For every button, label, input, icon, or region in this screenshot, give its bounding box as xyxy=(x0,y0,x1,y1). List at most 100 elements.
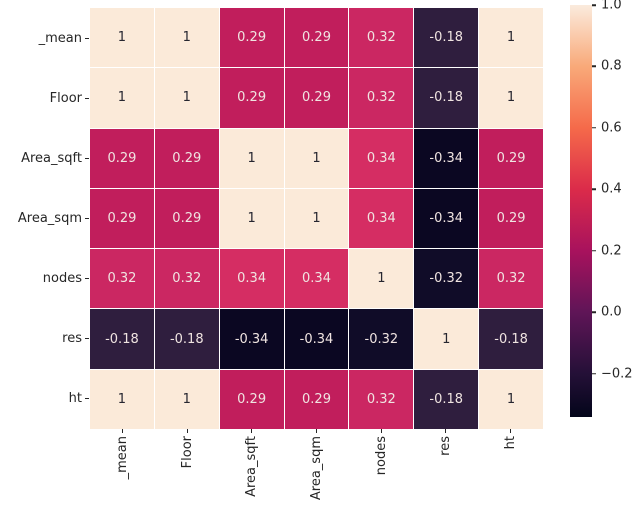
heatmap-cell: 0.29 xyxy=(284,8,349,68)
y-tick-mark xyxy=(85,97,89,99)
y-tick-label-text: nodes xyxy=(42,271,82,287)
heatmap-cell: 0.34 xyxy=(349,128,414,188)
heatmap-cell: 1 xyxy=(479,8,543,68)
heatmap-cell: 0.34 xyxy=(219,249,284,309)
colorbar-tick-mark xyxy=(592,311,596,314)
x-tick-mark xyxy=(445,429,447,433)
y-tick-label-text: Floor xyxy=(49,90,82,106)
y-tick-label: Area_sqft xyxy=(0,128,89,188)
heatmap-cell: 0.32 xyxy=(349,8,414,68)
heatmap-cell: 0.34 xyxy=(349,188,414,249)
heatmap-cell: 0.29 xyxy=(219,68,284,128)
y-tick-mark xyxy=(85,37,89,39)
x-tick-label: res xyxy=(438,436,454,456)
colorbar-gradient xyxy=(570,5,592,417)
heatmap-cell: 0.29 xyxy=(90,128,154,188)
heatmap-cell: 1 xyxy=(349,249,414,309)
x-tick: res xyxy=(414,429,479,517)
heatmap-cell: -0.18 xyxy=(479,309,543,369)
heatmap-cell: -0.18 xyxy=(154,309,219,369)
y-tick-label-text: Area_sqft xyxy=(21,150,82,166)
x-tick-mark xyxy=(510,429,512,433)
colorbar-tick-mark xyxy=(592,127,596,129)
x-tick-mark xyxy=(380,429,382,433)
heatmap-cell: -0.34 xyxy=(414,128,479,188)
heatmap-cell: 1 xyxy=(90,8,154,68)
heatmap-cell: 1 xyxy=(219,128,284,188)
y-tick-mark xyxy=(85,217,89,219)
colorbar-tick-label: 0.0 xyxy=(601,304,622,320)
x-tick: nodes xyxy=(349,429,414,517)
y-tick-mark xyxy=(85,157,89,159)
heatmap-cell: 1 xyxy=(284,188,349,249)
colorbar-tick-label: 0.4 xyxy=(601,181,622,197)
heatmap-cell: -0.32 xyxy=(414,249,479,309)
heatmap-cell: 1 xyxy=(479,369,543,429)
heatmap-cell: 0.29 xyxy=(219,8,284,68)
x-tick: ht xyxy=(478,429,543,517)
x-tick-label: _mean xyxy=(114,436,130,480)
heatmap-cell: -0.18 xyxy=(414,369,479,429)
colorbar-tick-label: 0.2 xyxy=(601,243,622,259)
y-tick-label: ht xyxy=(0,369,89,429)
x-tick-mark xyxy=(251,429,253,433)
colorbar-tick-mark xyxy=(592,188,596,191)
x-tick: Area_sqm xyxy=(284,429,349,517)
y-tick-label-text: Area_sqm xyxy=(17,210,82,226)
heatmap-cell: 0.32 xyxy=(479,249,543,309)
heatmap-cell: 1 xyxy=(154,369,219,429)
y-tick-label: Area_sqm xyxy=(0,188,89,248)
x-tick-mark xyxy=(316,429,318,433)
x-tick-label: Floor xyxy=(179,436,195,469)
colorbar-tick-mark xyxy=(592,4,596,6)
heatmap-cell: 0.29 xyxy=(154,128,219,188)
heatmap-cell: 0.29 xyxy=(479,128,543,188)
heatmap-cell: -0.18 xyxy=(414,8,479,68)
heatmap-cell: 1 xyxy=(479,68,543,128)
x-tick-label: ht xyxy=(503,436,519,450)
colorbar-tick-mark xyxy=(592,250,596,252)
y-tick-mark xyxy=(85,338,89,340)
x-tick: Area_sqft xyxy=(219,429,284,517)
colorbar-tick-mark xyxy=(592,65,596,68)
colorbar-tick-label: 0.6 xyxy=(601,120,622,136)
y-tick-label-text: _mean xyxy=(38,30,82,46)
heatmap-cell: 1 xyxy=(90,369,154,429)
x-tick-label: Area_sqm xyxy=(309,436,325,501)
heatmap-cell: 1 xyxy=(284,128,349,188)
heatmap-cell: 0.29 xyxy=(284,369,349,429)
x-tick-mark xyxy=(121,429,123,433)
heatmap-cell: -0.34 xyxy=(414,188,479,249)
x-axis-labels: _mean Floor Area_sqft Area_sqm nodes res ht xyxy=(90,429,543,517)
heatmap-cell: -0.18 xyxy=(90,309,154,369)
heatmap-cell: 0.29 xyxy=(284,68,349,128)
heatmap-cell: 0.29 xyxy=(479,188,543,249)
y-tick-mark xyxy=(85,278,89,280)
heatmap-cell: -0.18 xyxy=(414,68,479,128)
x-tick-mark xyxy=(186,429,188,433)
heatmap-cell: 1 xyxy=(414,309,479,369)
colorbar: 1.0 0.8 0.6 0.4 0.2 0.0 −0.2 xyxy=(570,0,640,417)
y-tick-label: Floor xyxy=(0,68,89,128)
y-tick-mark xyxy=(85,398,89,400)
heatmap-cell: -0.34 xyxy=(219,309,284,369)
heatmap-cell: 0.34 xyxy=(284,249,349,309)
heatmap-cell: 0.29 xyxy=(219,369,284,429)
heatmap-cell: 1 xyxy=(154,68,219,128)
x-tick-label: nodes xyxy=(373,436,389,476)
heatmap-cell: 1 xyxy=(154,8,219,68)
y-tick-label: nodes xyxy=(0,249,89,309)
heatmap-cell: 0.29 xyxy=(90,188,154,249)
heatmap-cell: -0.32 xyxy=(349,309,414,369)
y-tick-label: res xyxy=(0,309,89,369)
heatmap-cell: 0.32 xyxy=(349,68,414,128)
x-tick: Floor xyxy=(155,429,220,517)
heatmap-cell: 0.29 xyxy=(154,188,219,249)
x-tick-label: Area_sqft xyxy=(244,436,260,497)
colorbar-tick-label: 1.0 xyxy=(601,0,622,13)
heatmap-cell: -0.34 xyxy=(284,309,349,369)
colorbar-tick-mark xyxy=(592,373,596,375)
heatmap-cell: 1 xyxy=(219,188,284,249)
